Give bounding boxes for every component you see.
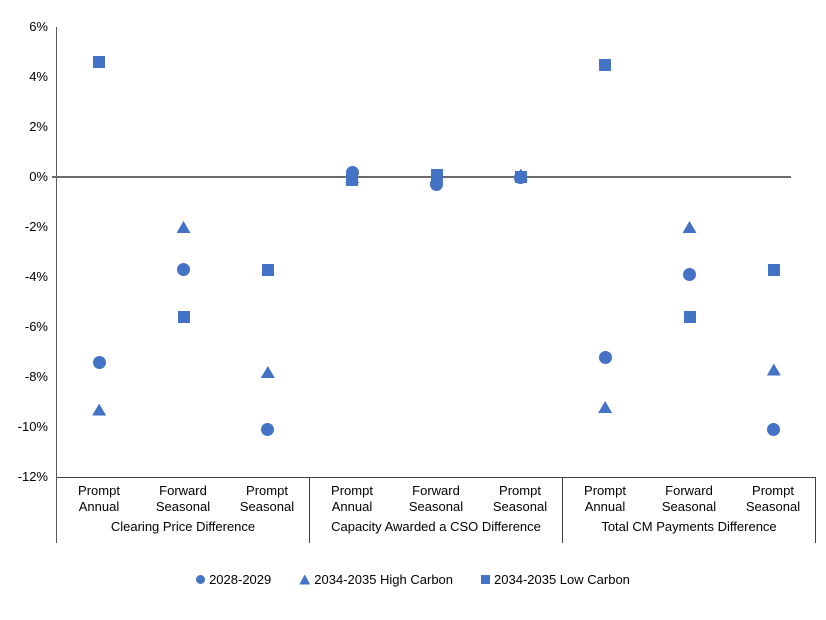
category-group-cell: Prompt Annual Forward Seasonal Prompt Seasona… (57, 477, 310, 543)
y-axis-tick-label: -6% (24, 319, 48, 334)
legend-item-2034-2035-high-carbon: 2034-2035 High Carbon (299, 572, 453, 587)
legend-label: 2034-2035 High Carbon (314, 572, 454, 587)
square-legend-marker-icon (481, 575, 491, 584)
y-axis-tick-label: -8% (24, 369, 48, 384)
square-data-point (599, 58, 612, 71)
y-axis-tick-label: 4% (29, 69, 48, 84)
square-data-point (683, 311, 696, 323)
group-label: Capacity Awarded a CSO Difference (331, 519, 541, 534)
subcategory-row: Prompt Annual Forward Seasonal Prompt Seasona… (563, 483, 815, 515)
legend-item-2028-2029: 2028-2029 (196, 572, 271, 587)
legend-label: 2034-2035 Low Carbon (494, 572, 630, 587)
y-axis-tick-label: -2% (24, 219, 48, 234)
category-label: Forward Seasonal (661, 483, 717, 514)
y-axis-tick-label: 6% (29, 19, 48, 34)
zero-gridline (52, 176, 791, 178)
triangle-data-point (682, 221, 697, 233)
subcategory-row: Prompt Annual Forward Seasonal Prompt Seasona… (57, 483, 309, 515)
y-axis-tick-label: -4% (24, 269, 48, 284)
category-label: Prompt Seasonal (745, 483, 801, 514)
circle-data-point (261, 423, 275, 436)
category-group-cell: Prompt Annual Forward Seasonal Prompt Seasona… (563, 477, 816, 543)
triangle-data-point (766, 363, 781, 376)
square-data-point (346, 173, 359, 186)
circle-legend-marker-icon (196, 575, 206, 584)
circle-data-point (598, 350, 612, 364)
square-data-point (430, 168, 443, 181)
y-axis-tick-label: -12% (17, 469, 48, 484)
triangle-data-point (92, 403, 107, 416)
category-label: Prompt Annual (78, 483, 120, 514)
subcategory-row: Prompt Annual Forward Seasonal Prompt Seasona… (310, 483, 562, 515)
square-data-point (177, 311, 190, 323)
square-data-point (514, 171, 527, 183)
circle-data-point (177, 263, 190, 276)
category-label: Prompt Annual (331, 483, 373, 514)
triangle-data-point (598, 401, 613, 413)
circle-data-point (767, 423, 781, 436)
circle-data-point (683, 268, 696, 281)
y-axis-tick-label: 2% (29, 119, 48, 134)
triangle-data-point (260, 366, 275, 378)
category-label: Prompt Seasonal (239, 483, 295, 514)
x-axis-line (57, 477, 816, 478)
square-data-point (767, 263, 780, 276)
category-label: Forward Seasonal (155, 483, 211, 514)
y-axis-tick-label: -10% (17, 419, 48, 434)
category-label: Prompt Seasonal (492, 483, 548, 514)
legend-label: 2028-2029 (209, 572, 272, 587)
category-label: Prompt Annual (584, 483, 626, 514)
triangle-legend-marker-icon (299, 574, 311, 585)
group-label: Total CM Payments Difference (601, 519, 777, 534)
chart-legend: 2028-2029 2034-2035 High Carbon 2034-203… (0, 572, 826, 587)
group-label: Clearing Price Difference (110, 519, 256, 534)
y-axis-line (56, 27, 57, 543)
square-data-point (261, 263, 274, 276)
category-label: Forward Seasonal (408, 483, 464, 514)
circle-data-point (92, 355, 106, 369)
category-axis: Prompt Annual Forward Seasonal Prompt Seasona… (57, 477, 816, 543)
y-axis-tick-label: 0% (29, 169, 48, 184)
category-group-cell: Prompt Annual Forward Seasonal Prompt Seasona… (310, 477, 563, 543)
triangle-data-point (176, 221, 191, 233)
square-data-point (93, 56, 106, 68)
legend-item-2034-2035-low-carbon: 2034-2035 Low Carbon (481, 572, 630, 587)
